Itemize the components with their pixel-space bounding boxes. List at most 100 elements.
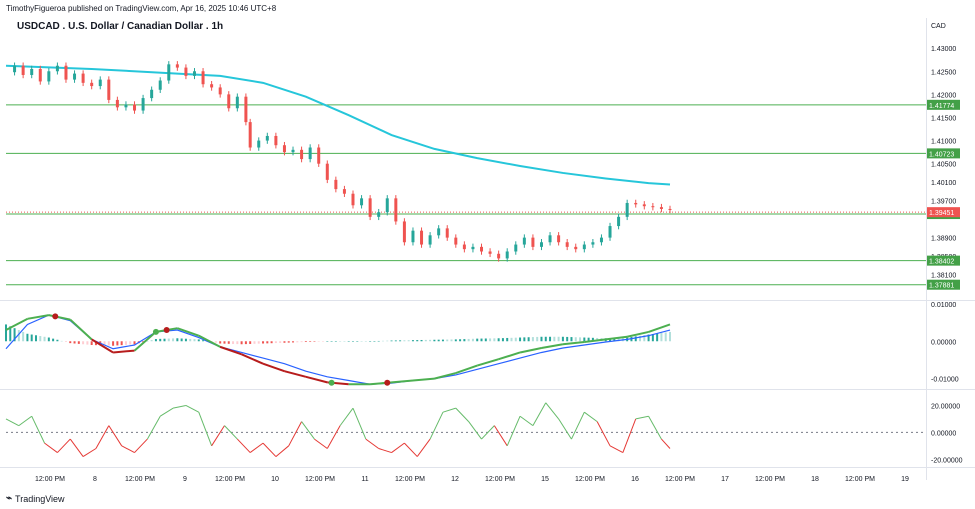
macd-histogram-bar [343, 341, 346, 342]
signal-line-segment [412, 377, 435, 382]
macd-histogram-bar [107, 341, 110, 346]
macd-histogram-bar [501, 338, 504, 342]
macd-histogram-bar [9, 326, 12, 342]
macd-histogram-bar [429, 339, 432, 342]
candle-body [64, 65, 68, 80]
candle-body [634, 202, 638, 205]
candle-body [462, 244, 466, 250]
macd-histogram-bar [94, 341, 97, 346]
macd-histogram-bar [142, 341, 145, 343]
candle-body [659, 207, 663, 209]
macd-histogram-bar [493, 338, 496, 342]
oscillator-line-segment [198, 412, 213, 446]
time-axis-label: 16 [631, 476, 639, 483]
macd-histogram-bar [583, 337, 586, 342]
candle-body [565, 242, 569, 247]
candle-body [90, 82, 94, 87]
candle-body [514, 244, 518, 252]
candle-body [582, 244, 586, 250]
oscillator-line-segment [416, 438, 431, 457]
macd-histogram-bar [377, 340, 380, 342]
oscillator-line-segment [404, 442, 418, 457]
time-axis-label: 12:00 PM [215, 476, 245, 483]
macd-histogram-bar [386, 340, 389, 342]
macd-histogram-bar [613, 337, 616, 342]
candle-body [257, 140, 261, 148]
footer-brand[interactable]: ⌁ TradingView [6, 493, 65, 504]
macd-histogram-bar [334, 341, 337, 342]
macd-histogram-bar [240, 341, 243, 345]
candle-body [522, 237, 526, 245]
candle-body [385, 198, 389, 213]
oscillator-line-segment [391, 442, 405, 453]
macd-histogram-bar [420, 339, 423, 342]
macd-histogram-bar [591, 337, 594, 342]
oscillator-line-segment [275, 445, 290, 457]
macd-histogram-bar [172, 338, 175, 342]
candle-body [98, 79, 102, 87]
last-price-badge [927, 207, 960, 218]
signal-line-segment [48, 314, 71, 321]
oscillator-line-segment [326, 425, 341, 449]
candle-body [591, 242, 595, 245]
price-tick-label: 1.40500 [931, 162, 956, 169]
oscillator-line-segment [159, 407, 174, 417]
time-axis-label: 12:00 PM [305, 476, 335, 483]
macd-histogram-bar [647, 334, 650, 342]
macd-histogram-bar [227, 341, 230, 344]
time-axis-label: 12:00 PM [755, 476, 785, 483]
macd-histogram-bar [514, 337, 517, 342]
macd-histogram-bar [17, 330, 20, 342]
oscillator-line-segment [481, 425, 495, 440]
macd-histogram-bar [176, 338, 179, 342]
macd-histogram-bar [129, 341, 132, 345]
oscillator-line-segment [596, 421, 611, 447]
macd-histogram-bar [52, 338, 55, 342]
oscillator-line-segment [211, 425, 225, 447]
price-tick-label: 1.41000 [931, 139, 956, 146]
macd-histogram-bar [112, 341, 115, 346]
macd-histogram-bar [270, 341, 273, 344]
time-axis-label: 12 [451, 476, 459, 483]
macd-histogram-bar [557, 336, 560, 342]
candle-body [428, 235, 432, 245]
price-tick-label: 1.42000 [931, 92, 956, 99]
macd-histogram-bar [253, 341, 256, 344]
oscillator-line-segment [468, 421, 482, 440]
macd-histogram-bar [90, 341, 93, 345]
time-axis-label: 12:00 PM [35, 476, 65, 483]
macd-histogram-bar [519, 337, 522, 342]
candle-body [394, 198, 398, 222]
macd-histogram-bar [570, 337, 573, 342]
macd-histogram-bar [660, 332, 663, 342]
time-axis-label: 12:00 PM [575, 476, 605, 483]
candle-body [437, 228, 441, 236]
oscillator-line-segment [545, 402, 560, 420]
candle-body [282, 145, 286, 153]
macd-histogram-bar [339, 341, 342, 342]
brand-label: TradingView [15, 493, 65, 504]
macd-histogram-bar [540, 336, 543, 342]
candle-body [274, 135, 278, 146]
macd-histogram-bar [223, 341, 226, 344]
macd-histogram-bar [159, 338, 162, 342]
candle-body [488, 251, 492, 254]
signal-line-segment [455, 364, 478, 374]
price-tick-label: 1.38900 [931, 236, 956, 243]
cross-marker [328, 379, 335, 386]
signal-line-segment [198, 334, 221, 348]
signal-line-segment [262, 362, 285, 373]
macd-histogram-bar [283, 341, 286, 343]
candle-body [227, 94, 231, 109]
time-axis-label: 12:00 PM [485, 476, 515, 483]
oscillator-line-segment [69, 438, 84, 457]
candle-body [368, 198, 372, 217]
macd-histogram-bar [257, 341, 260, 344]
macd-histogram-bar [369, 341, 372, 342]
macd-histogram-bar [480, 338, 483, 342]
macd-histogram-bar [536, 336, 539, 342]
oscillator-line-segment [558, 418, 572, 440]
macd-histogram-bar [656, 333, 659, 342]
oscillator-tick-label: 0.00000 [931, 430, 956, 437]
macd-histogram-bar [317, 341, 320, 342]
